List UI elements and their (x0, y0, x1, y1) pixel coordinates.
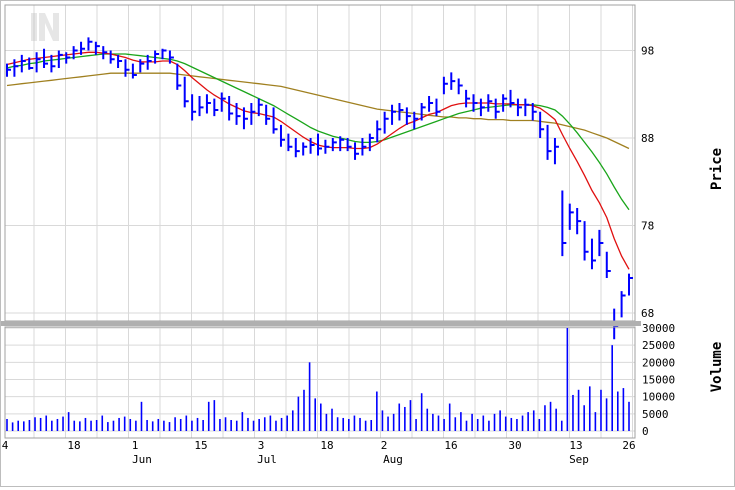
panel-divider (1, 321, 641, 326)
x-day-label: 18 (67, 439, 80, 452)
x-day-label: 4 (2, 439, 9, 452)
x-month-label: Sep (569, 453, 589, 466)
x-day-label: 30 (508, 439, 521, 452)
x-day-label: 2 (381, 439, 388, 452)
x-day-label: 16 (444, 439, 457, 452)
price-tick-label: 88 (641, 132, 654, 145)
x-month-labels: Jun Jul Aug Sep (132, 453, 589, 466)
watermark-logo (31, 13, 59, 41)
volume-tick-label: 10000 (642, 391, 675, 404)
x-day-label: 18 (320, 439, 333, 452)
x-month-label: Aug (383, 453, 403, 466)
ma-long-line (6, 72, 630, 150)
volume-axis-title: Volume (709, 342, 725, 393)
x-day-label: 15 (194, 439, 207, 452)
ma-long-series (6, 72, 630, 150)
volume-tick-label: 30000 (642, 322, 675, 335)
x-month-label: Jul (257, 453, 277, 466)
volume-tick-labels: 30000 25000 20000 15000 10000 5000 0 (642, 322, 675, 438)
x-day-labels: 4 18 1 15 3 18 2 16 30 13 26 (2, 439, 636, 452)
volume-tick-label: 5000 (642, 408, 669, 421)
price-tick-label: 68 (641, 307, 654, 320)
volume-tick-label: 25000 (642, 339, 675, 352)
price-tick-label: 78 (641, 220, 654, 233)
x-day-label: 13 (569, 439, 582, 452)
volume-tick-label: 20000 (642, 356, 675, 369)
volume-grid (5, 327, 635, 438)
x-day-label: 3 (258, 439, 265, 452)
volume-panel-bg (5, 327, 635, 438)
volume-panel-border (4, 326, 636, 439)
volume-tick-label: 0 (642, 425, 649, 438)
x-day-label: 26 (622, 439, 635, 452)
x-day-label: 1 (132, 439, 139, 452)
price-bars (6, 37, 633, 340)
price-tick-label: 98 (641, 45, 654, 58)
volume-bars (6, 328, 630, 431)
x-month-label: Jun (132, 453, 152, 466)
price-axis-title: Price (709, 148, 725, 190)
price-tick-labels: 98 88 78 68 (641, 45, 654, 321)
volume-tick-label: 15000 (642, 374, 675, 387)
